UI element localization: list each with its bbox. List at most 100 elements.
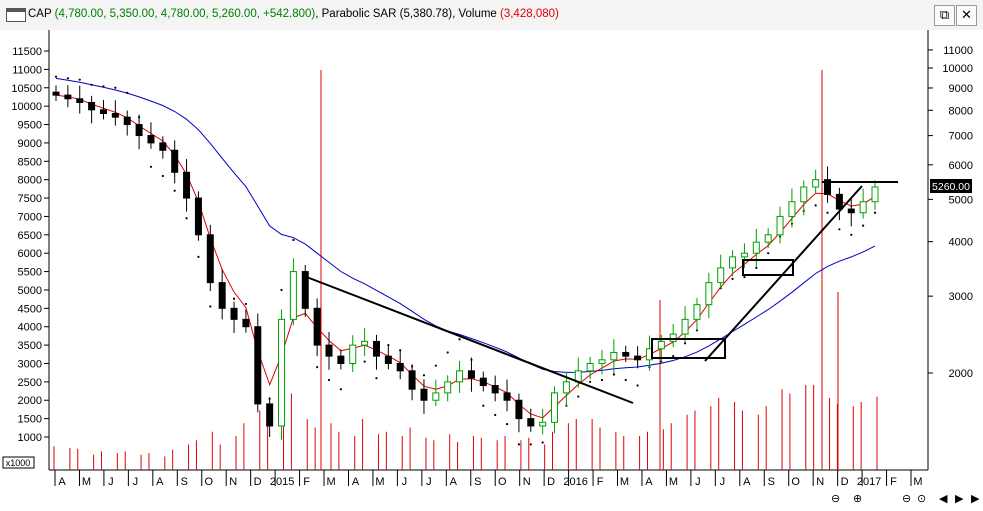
down-trendline[interactable] [303,275,634,404]
zoom-out-icon[interactable]: ⊖ [902,493,911,505]
slow-moving-average [55,77,876,373]
x-tick-label: A [58,476,66,488]
candle [111,100,119,126]
left-tick-label: 5500 [18,267,42,279]
volume-value: (3,428,080) [500,8,559,20]
left-tick-label: 6500 [18,230,42,242]
candle [171,140,179,184]
trend-drawings[interactable] [303,181,898,404]
nav-prev-icon[interactable]: ◀ [939,493,948,505]
nav-controls[interactable]: ⊖ ⊕ ⊖ ⊙ ◀ ▶ ▶ [831,493,980,505]
candle-body [812,179,820,188]
x-tick-label: M [375,476,384,488]
candle-body [183,171,191,199]
right-log-axis: 2000 3000 4000 5000 6000 7000 8000 9000 10000 110… [928,45,973,380]
right-tick-label: 4000 [949,237,973,249]
last-price-tag [930,179,972,193]
candle-body [824,179,832,195]
left-tick-label: 11000 [12,64,42,76]
candle-body [562,381,570,394]
x-tick-label: S [768,476,775,488]
candle-body [88,101,96,111]
candle-body [539,421,547,427]
candle [135,114,143,150]
x-tick-label: J [695,476,701,488]
candle [289,258,297,326]
candle-body [527,418,535,427]
candle-body [776,215,784,236]
candle-body [835,193,843,210]
consolidation-box-2[interactable] [742,259,794,276]
sar-dot [446,351,449,354]
left-tick-label: 3000 [18,358,42,370]
sar-dot [149,165,153,168]
candle-body [788,201,796,217]
consolidation-box-1[interactable] [651,338,726,359]
candle [456,360,464,393]
sar-dot [814,204,817,207]
candle [764,228,772,249]
left-tick-label: 9000 [18,138,42,150]
right-tick-label: 10000 [942,63,973,75]
left-tick-label: 6000 [18,248,42,260]
sar-dot [600,378,604,382]
candle-body [729,256,737,269]
right-tick-label: 6000 [949,160,973,172]
candle-body [111,112,119,118]
zoom-in-icon[interactable]: ⊕ [853,493,862,505]
left-tick-label: 4500 [18,303,42,315]
x-tick-label: O [791,476,800,488]
sar-dot [244,302,248,306]
restore-button[interactable]: ⧉ [934,5,955,26]
sar-label: Parabolic SAR [321,8,397,20]
candle-body [847,208,855,214]
sar-dot [173,189,176,192]
candle-body [717,267,725,284]
sar-dot [387,343,390,347]
candle-body [194,197,202,236]
candle [705,272,713,319]
sar-dot [862,224,865,227]
x-tick-label: A [352,476,360,488]
sar-dot [209,305,212,308]
candle [64,85,72,108]
reset-icon[interactable]: ⊙ [917,493,926,505]
x-tick-label: M [669,476,678,488]
sar-dot [612,373,615,376]
sar-dot [529,443,532,446]
x-tick-label: N [523,476,531,488]
right-tick-label: 8000 [949,105,973,117]
candle [99,99,107,120]
x-tick-label: O [204,476,213,488]
x-tick-label: M [620,476,629,488]
candle-body [586,362,594,372]
sar-dot [185,217,188,220]
sar-dot [873,211,877,214]
candle-body [420,388,428,401]
price-chart[interactable]: 1000 1500 2000 2500 3000 3500 4000 4500 5000 5500… [0,30,983,511]
candle-body [456,370,464,383]
candle-body [634,355,642,361]
nav-next-icon[interactable]: ▶ [955,493,964,505]
candle-body [396,362,404,372]
x-tick-label: S [181,476,188,488]
candle [610,339,618,374]
parabolic-sar-dots [54,75,877,446]
candle [194,191,202,241]
candle [491,375,499,402]
nav-first-icon[interactable]: ⊖ [831,493,840,505]
candle-body [76,98,84,103]
candle [147,122,155,149]
sar-dot [672,355,675,358]
nav-last-icon[interactable]: ▶ [971,493,980,505]
candle-body [99,109,107,114]
candle [479,371,487,392]
candle [420,379,428,414]
candle [776,206,784,244]
x-tick-label: A [645,476,653,488]
up-trendline[interactable] [704,185,863,362]
candle [539,409,547,435]
candle-body [503,392,511,401]
candle-body [266,403,274,427]
close-button[interactable]: ✕ [956,5,977,26]
